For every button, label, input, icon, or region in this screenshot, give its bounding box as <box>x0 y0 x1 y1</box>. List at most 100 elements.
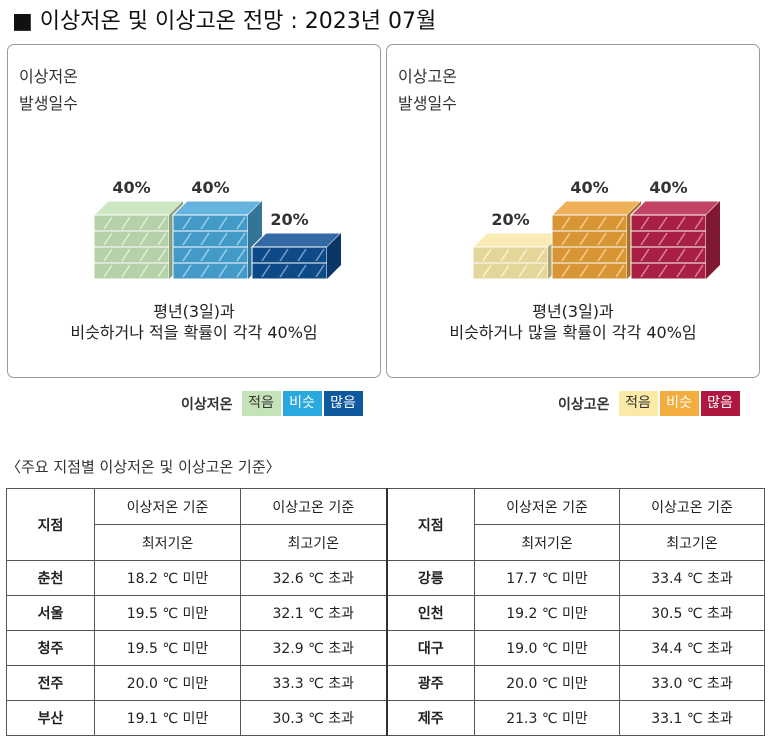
cold-slab-hatch <box>121 232 131 246</box>
hot-threshold-value: 32.9 ℃ 초과 <box>240 630 387 666</box>
hot-threshold-value: 33.3 ℃ 초과 <box>240 665 387 701</box>
hot-slab-hatch <box>615 264 625 278</box>
hot-slab-hatch <box>676 248 686 262</box>
cold-threshold-value: 19.5 ℃ 미만 <box>94 595 241 631</box>
hot-caption-line1: 평년(3일)과 <box>532 302 614 321</box>
cold-threshold-value: 19.5 ℃ 미만 <box>94 630 241 666</box>
cold-legend-more: 많음 <box>323 391 363 416</box>
cold-pct-label-1: 40% <box>191 178 229 197</box>
hot-slab-hatch <box>579 264 589 278</box>
station-name: 강릉 <box>385 560 475 596</box>
cold-threshold-value: 20.0 ℃ 미만 <box>94 665 241 701</box>
max-temp-header: 최고기온 <box>619 524 765 561</box>
hot-slab-hatch <box>694 216 704 230</box>
cold-slab-hatch <box>182 232 192 246</box>
cold-slab-hatch <box>157 232 167 246</box>
cold-slab-hatch <box>218 232 228 246</box>
cold-threshold-header: 이상저온 기준 <box>474 488 620 525</box>
station-name: 대구 <box>385 630 475 666</box>
cold-slab-hatch <box>236 216 246 230</box>
hot-slab-hatch <box>658 248 668 262</box>
hot-threshold-value: 34.4 ℃ 초과 <box>619 630 765 666</box>
station-name: 부산 <box>6 700 95 736</box>
cold-slab-hatch <box>315 264 325 278</box>
cold-slab-hatch <box>297 264 307 278</box>
hot-slab-hatch <box>500 248 510 262</box>
hot-slab-hatch <box>694 232 704 246</box>
cold-threshold-value: 19.2 ℃ 미만 <box>474 595 620 631</box>
cold-stack-2 <box>250 232 343 280</box>
cold-slab-hatch <box>297 248 307 262</box>
cold-label-line1: 이상저온 <box>19 67 78 86</box>
cold-slab-hatch <box>236 232 246 246</box>
cold-slab-hatch <box>182 248 192 262</box>
hot-slab-hatch <box>658 264 668 278</box>
cold-stack-top <box>171 200 264 216</box>
station-name: 춘천 <box>6 560 95 596</box>
hot-stack-top <box>471 232 564 248</box>
hot-slab-hatch <box>597 264 607 278</box>
cold-caption-line1: 평년(3일)과 <box>153 302 235 321</box>
hot-pct-label-1: 40% <box>570 178 608 197</box>
cold-threshold-value: 19.0 ℃ 미만 <box>474 630 620 666</box>
hot-slab-hatch <box>694 264 704 278</box>
cold-slab-hatch <box>103 216 113 230</box>
hot-threshold-value: 32.1 ℃ 초과 <box>240 595 387 631</box>
hot-panel-label: 이상고온 발생일수 <box>398 63 457 117</box>
hot-pct-label-0: 20% <box>491 210 529 229</box>
hot-slab-hatch <box>694 248 704 262</box>
cold-slab-hatch <box>121 264 131 278</box>
cold-slab-hatch <box>139 216 149 230</box>
hot-stack-top <box>550 200 643 216</box>
cold-slab-hatch <box>218 264 228 278</box>
cold-label-line2: 발생일수 <box>19 94 78 113</box>
hot-slab-hatch <box>561 216 571 230</box>
cold-slab-hatch <box>261 264 271 278</box>
min-temp-header: 최저기온 <box>94 524 241 561</box>
cold-stack-0 <box>92 200 185 280</box>
hot-stack-1 <box>550 200 643 280</box>
station-name: 인천 <box>385 595 475 631</box>
cold-slab-hatch <box>279 264 289 278</box>
hot-threshold-value: 33.4 ℃ 초과 <box>619 560 765 596</box>
hot-slab-hatch <box>536 264 546 278</box>
hot-slab-hatch <box>597 248 607 262</box>
hot-slab-hatch <box>518 248 528 262</box>
hot-slab-hatch <box>579 232 589 246</box>
hot-slab-hatch <box>482 248 492 262</box>
cold-stack-1 <box>171 200 264 280</box>
hot-slab-hatch <box>658 216 668 230</box>
hot-stack-2 <box>629 200 722 280</box>
cold-slab-hatch <box>121 248 131 262</box>
hot-legend-more: 많음 <box>700 391 740 416</box>
station-header: 지점 <box>6 488 95 561</box>
cold-slab-hatch <box>200 216 210 230</box>
cold-slab-hatch <box>121 216 131 230</box>
hot-slab-hatch <box>597 216 607 230</box>
cold-legend-less: 적음 <box>241 391 281 416</box>
cold-slab-hatch <box>182 216 192 230</box>
table-row: 서울 19.5 ℃ 미만 32.1 ℃ 초과 인천 19.2 ℃ 미만 30.5… <box>6 595 765 631</box>
hot-slab-hatch <box>536 248 546 262</box>
cold-slab-hatch <box>218 216 228 230</box>
cold-slab-hatch <box>279 248 289 262</box>
hot-label-line2: 발생일수 <box>398 94 457 113</box>
hot-legend-title: 이상고온 <box>558 396 610 413</box>
hot-slab-hatch <box>561 264 571 278</box>
station-threshold-table: 지점 이상저온 기준 이상고온 기준 지점 이상저온 기준 이상고온 기준 최저… <box>6 488 765 736</box>
table-row: 부산 19.1 ℃ 미만 30.3 ℃ 초과 제주 21.3 ℃ 미만 33.1… <box>6 700 765 736</box>
hot-slab-hatch <box>561 232 571 246</box>
hot-slab-hatch <box>615 216 625 230</box>
hot-threshold-value: 33.0 ℃ 초과 <box>619 665 765 701</box>
cold-slab-hatch <box>236 264 246 278</box>
hot-threshold-value: 30.3 ℃ 초과 <box>240 700 387 736</box>
hot-caption: 평년(3일)과 비슷하거나 많을 확률이 각각 40%임 <box>387 301 759 343</box>
cold-slab-hatch <box>103 232 113 246</box>
max-temp-header: 최고기온 <box>240 524 387 561</box>
hot-pct-label-2: 40% <box>649 178 687 197</box>
cold-slab-hatch <box>182 264 192 278</box>
cold-pct-label-0: 40% <box>112 178 150 197</box>
hot-label-line1: 이상고온 <box>398 67 457 86</box>
cold-caption-line2: 비슷하거나 적을 확률이 각각 40%임 <box>70 323 318 342</box>
hot-slab-hatch <box>579 216 589 230</box>
